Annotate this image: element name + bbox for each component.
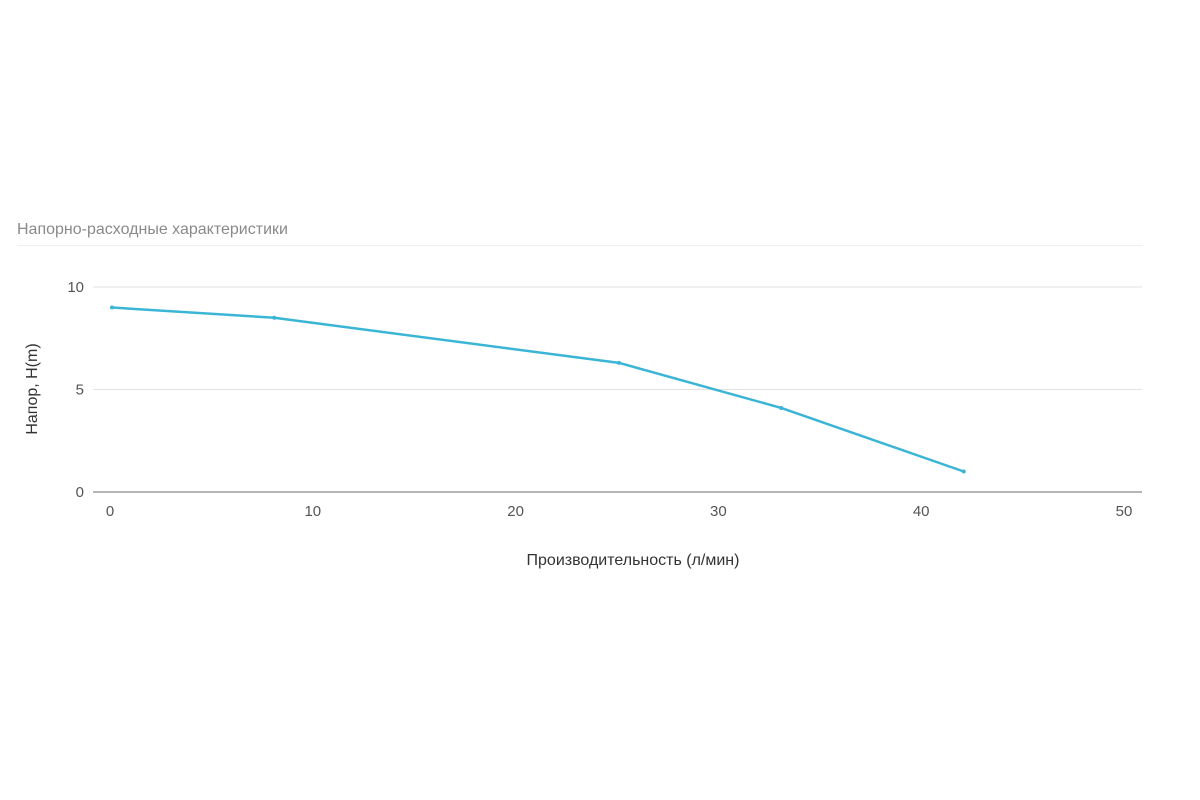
x-axis-ticks: 0 10 20 30 40 50 <box>106 503 1133 520</box>
x-tick-label: 30 <box>710 503 727 520</box>
y-tick-label: 10 <box>67 279 84 296</box>
data-point <box>617 360 621 365</box>
x-tick-label: 0 <box>106 503 114 520</box>
x-tick-label: 50 <box>1116 503 1133 520</box>
x-tick-label: 10 <box>304 503 321 520</box>
y-axis-ticks: 0 5 10 <box>67 279 84 501</box>
y-tick-label: 0 <box>76 484 84 501</box>
x-tick-label: 20 <box>507 503 524 520</box>
chart-title: Напорно-расходные характеристики <box>17 221 288 238</box>
title-divider <box>17 245 1143 246</box>
grid-lines <box>93 286 1142 493</box>
y-axis-label: Напор, H(m) <box>24 343 41 434</box>
data-point <box>779 405 784 410</box>
data-point <box>961 469 966 474</box>
data-point <box>110 305 114 310</box>
x-axis-label: Производительность (л/мин) <box>527 552 740 569</box>
data-point <box>272 315 277 320</box>
x-tick-label: 40 <box>913 503 930 520</box>
y-tick-label: 5 <box>76 382 84 399</box>
series-layer <box>110 305 966 474</box>
